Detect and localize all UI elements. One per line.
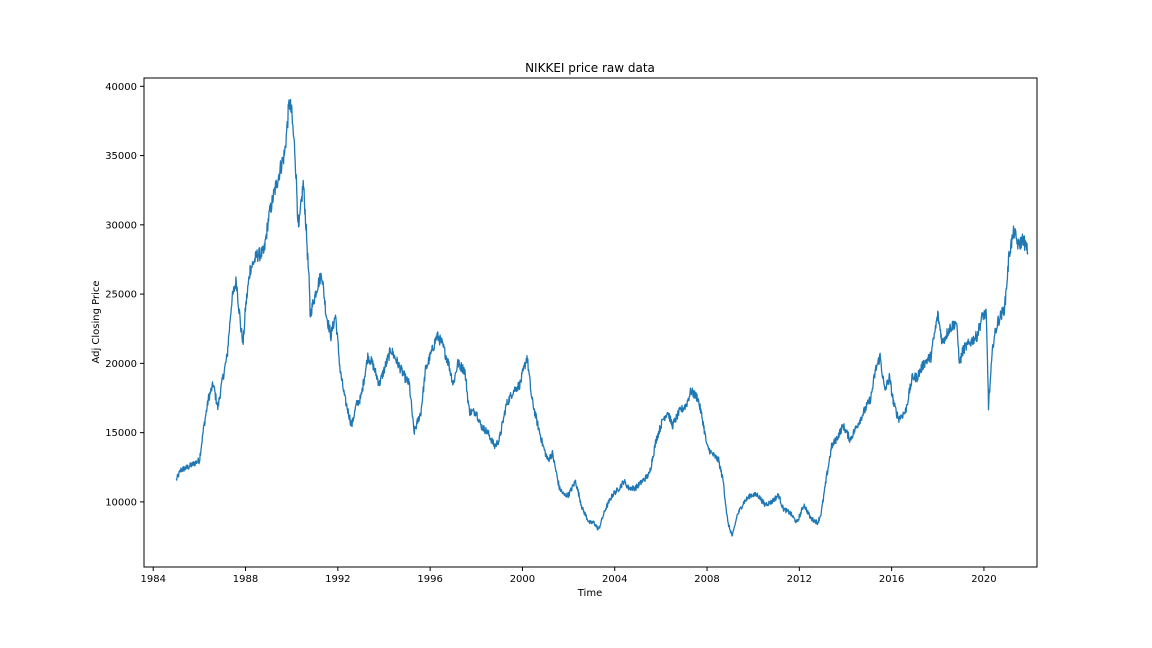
x-tick-label: 2000: [510, 574, 535, 585]
y-tick-label: 25000: [105, 290, 137, 301]
y-tick-label: 20000: [105, 359, 137, 370]
x-tick-label: 2016: [879, 574, 904, 585]
y-tick-label: 40000: [105, 82, 137, 93]
series-line: [175, 98, 1029, 537]
y-axis-ticks: 10000 15000 20000 25000 30000 35000 40000: [105, 82, 144, 508]
x-axis-label: Time: [577, 588, 602, 599]
x-tick-label: 2008: [694, 574, 719, 585]
x-tick-label: 1984: [141, 574, 166, 585]
chart-title: NIKKEI price raw data: [525, 61, 655, 75]
x-tick-label: 2020: [971, 574, 996, 585]
plot-area: [175, 98, 1029, 537]
x-tick-label: 1996: [417, 574, 442, 585]
y-tick-label: 10000: [105, 497, 137, 508]
y-tick-label: 35000: [105, 151, 137, 162]
x-tick-label: 1988: [233, 574, 258, 585]
x-tick-label: 2012: [787, 574, 812, 585]
y-tick-label: 30000: [105, 220, 137, 231]
x-tick-label: 1992: [325, 574, 350, 585]
x-tick-label: 2004: [602, 574, 627, 585]
axes-frame: [143, 77, 1038, 568]
x-axis-ticks: 1984 1988 1992 1996 2000 2004 2008 2012 2016 2020: [141, 567, 997, 585]
y-axis-label: Adj Closing Price: [91, 280, 102, 363]
y-tick-label: 15000: [105, 428, 137, 439]
